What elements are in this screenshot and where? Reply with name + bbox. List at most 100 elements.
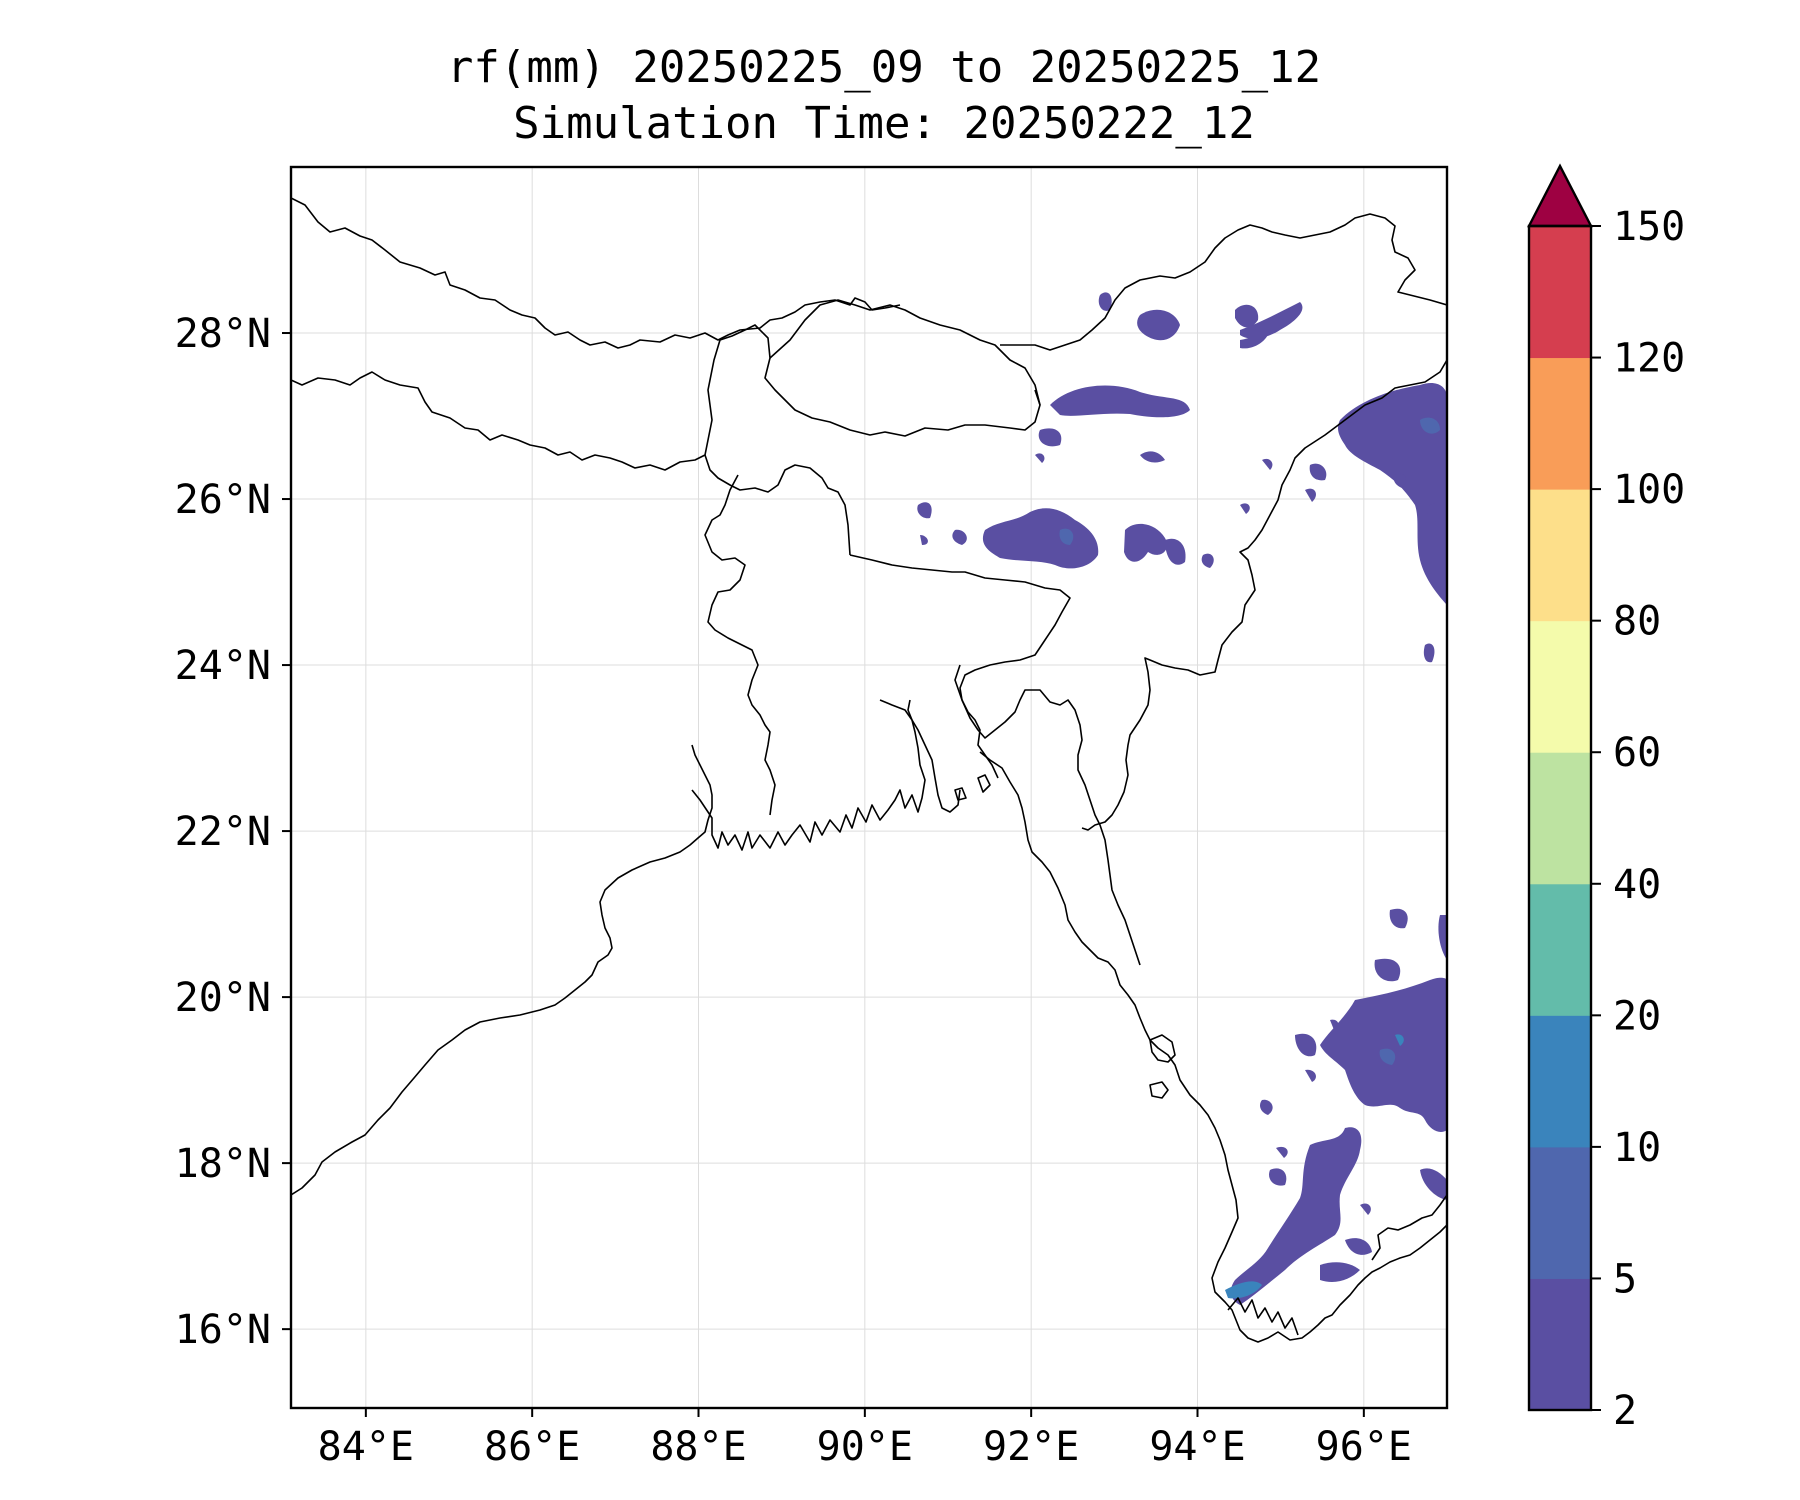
colorbar-segment [1529, 357, 1591, 490]
colorbar-tick-label: 40 [1613, 862, 1661, 908]
ramree-island [1149, 1034, 1176, 1063]
map-title-line2: Simulation Time: 20250222_12 [513, 98, 1255, 149]
rain-patch [1360, 1203, 1371, 1215]
tibet-arunachal-border [1000, 213, 1447, 351]
rain-patch [982, 508, 1099, 569]
colorbar-tick-label: 10 [1613, 1125, 1661, 1171]
lon-tick-label: 84°E [318, 1424, 414, 1470]
colorbar-tick-label: 120 [1613, 336, 1685, 382]
rain-patch [1240, 503, 1250, 514]
rain-patch [1165, 538, 1186, 565]
longitude-axis: 84°E 86°E 88°E 90°E 92°E 94°E 96°E [318, 1408, 1412, 1470]
lon-tick-label: 96°E [1316, 1424, 1412, 1470]
hatia-island [954, 787, 967, 801]
india-west-coast [291, 744, 713, 1196]
rain-patch [1035, 453, 1045, 463]
rain-patch [1337, 383, 1447, 605]
map-frame [289, 165, 1449, 1410]
rain-patch [917, 502, 932, 519]
bangladesh-west-border [704, 454, 851, 556]
rain-patch [1269, 1168, 1287, 1186]
sikkim-bhutan-border [704, 324, 1041, 456]
colorbar-tick-label: 100 [1613, 467, 1685, 513]
nepal-north-border [291, 197, 901, 349]
rain-patch [1305, 488, 1316, 502]
lat-tick-label: 22°N [175, 809, 271, 855]
rain-patch [920, 535, 928, 545]
colorbar-segment [1529, 1015, 1591, 1148]
colorbar-segment [1529, 620, 1591, 753]
gulf-of-martaban-coast [1371, 1194, 1447, 1261]
lon-tick-label: 86°E [484, 1424, 580, 1470]
colorbar-extend-max [1527, 163, 1593, 228]
rain-patch [1389, 908, 1408, 929]
rain-patch [1345, 1238, 1372, 1255]
rain-patch [1438, 915, 1447, 960]
rain-patch [952, 529, 967, 545]
colorbar-tick-label: 80 [1613, 599, 1661, 645]
coastlines-borders [291, 197, 1447, 1343]
colorbar-segment [1529, 1278, 1591, 1411]
rain-patch [1330, 1019, 1339, 1030]
map-background [291, 167, 1447, 1408]
rain-patch [1427, 503, 1447, 522]
rain-patch [1393, 473, 1406, 488]
lat-tick-label: 24°N [175, 643, 271, 689]
rain-core [1420, 417, 1440, 434]
rain-patch [1124, 523, 1168, 562]
lat-tick-label: 20°N [175, 975, 271, 1021]
sandwip-island [977, 774, 991, 793]
lon-tick-label: 92°E [983, 1424, 1079, 1470]
rain-patch [1420, 1168, 1447, 1200]
rain-patch [1240, 302, 1303, 339]
colorbar-segment [1529, 752, 1591, 885]
colorbar-tick-label: 5 [1613, 1256, 1637, 1302]
rain-patch [1050, 385, 1190, 418]
map-title-line1: rf(mm) 20250225_09 to 20250225_12 [447, 42, 1321, 93]
colorbar-tick-label: 2 [1613, 1388, 1637, 1434]
india-myanmar-border [1081, 359, 1447, 831]
rain-patch [1098, 292, 1112, 311]
rain-patch [1137, 309, 1180, 341]
rain-patch [1260, 1099, 1273, 1115]
rain-patch [1140, 451, 1165, 463]
rain-patch [1320, 1262, 1360, 1282]
assam-bangladesh-border [849, 554, 1071, 779]
nepal-south-border [291, 371, 706, 471]
lat-tick-label: 18°N [175, 1141, 271, 1187]
bangladesh-west-lower [704, 474, 776, 816]
rain-patch [1230, 1127, 1362, 1305]
lon-tick-label: 90°E [817, 1424, 913, 1470]
rain-patch [1201, 553, 1214, 568]
rain-patch [1423, 643, 1435, 663]
rain-core [1059, 528, 1074, 545]
colorbar-tick-label: 60 [1613, 730, 1661, 776]
lat-tick-label: 28°N [175, 311, 271, 357]
rain-patch [1295, 1033, 1317, 1057]
irrawaddy-delta-detail [1227, 1297, 1299, 1336]
colorbar-segment [1529, 226, 1591, 359]
lon-tick-label: 88°E [650, 1424, 746, 1470]
meghna-delta [879, 699, 961, 813]
colorbar-tick-label: 20 [1613, 993, 1661, 1039]
rain-core [1379, 1048, 1396, 1065]
rain-patch [1374, 958, 1401, 982]
colorbar-segment [1529, 489, 1591, 622]
bangladesh-coast [691, 699, 926, 851]
colorbar-segment [1529, 1146, 1591, 1279]
rain-patch [1309, 463, 1327, 481]
map-panel: 84°E 86°E 88°E 90°E 92°E 94°E 96°E 16°N 18°N 20°… [175, 165, 1449, 1470]
lat-tick-label: 16°N [175, 1307, 271, 1353]
rain-patch [1262, 458, 1273, 470]
rain-core [1395, 1034, 1404, 1046]
colorbar-outline [1527, 224, 1593, 1412]
latitude-axis: 16°N 18°N 20°N 22°N 24°N 26°N 28°N [175, 311, 291, 1353]
rain-core [1225, 1281, 1262, 1299]
rain-patch [1038, 428, 1062, 447]
rain-patch [1276, 1146, 1288, 1158]
rainfall-shading [917, 292, 1447, 1305]
tripura-border [954, 664, 1141, 966]
colorbar-tick-label: 150 [1613, 204, 1685, 250]
rain-patch [1235, 304, 1259, 328]
